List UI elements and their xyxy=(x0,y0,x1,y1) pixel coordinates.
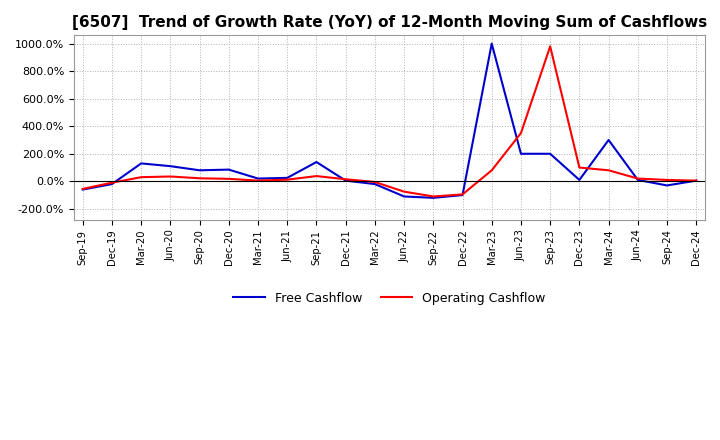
Operating Cashflow xyxy=(341,176,350,182)
Operating Cashflow xyxy=(253,178,262,183)
Operating Cashflow xyxy=(312,173,321,179)
Free Cashflow xyxy=(78,187,87,192)
Operating Cashflow xyxy=(517,131,526,136)
Free Cashflow xyxy=(400,194,408,199)
Free Cashflow xyxy=(166,164,175,169)
Operating Cashflow xyxy=(195,176,204,181)
Operating Cashflow xyxy=(429,194,438,199)
Legend: Free Cashflow, Operating Cashflow: Free Cashflow, Operating Cashflow xyxy=(228,286,551,310)
Free Cashflow xyxy=(546,151,554,156)
Operating Cashflow xyxy=(546,44,554,49)
Operating Cashflow xyxy=(166,174,175,179)
Free Cashflow xyxy=(458,192,467,198)
Operating Cashflow xyxy=(283,177,292,182)
Operating Cashflow xyxy=(107,180,116,185)
Free Cashflow xyxy=(662,183,671,188)
Operating Cashflow xyxy=(487,168,496,173)
Free Cashflow xyxy=(634,177,642,183)
Operating Cashflow xyxy=(692,178,701,183)
Operating Cashflow xyxy=(662,177,671,183)
Free Cashflow xyxy=(137,161,145,166)
Operating Cashflow xyxy=(400,189,408,194)
Free Cashflow xyxy=(517,151,526,156)
Line: Operating Cashflow: Operating Cashflow xyxy=(83,46,696,197)
Line: Free Cashflow: Free Cashflow xyxy=(83,44,696,198)
Operating Cashflow xyxy=(458,192,467,197)
Free Cashflow xyxy=(253,176,262,181)
Free Cashflow xyxy=(604,137,613,143)
Free Cashflow xyxy=(283,175,292,180)
Operating Cashflow xyxy=(604,168,613,173)
Free Cashflow xyxy=(195,168,204,173)
Operating Cashflow xyxy=(634,176,642,181)
Operating Cashflow xyxy=(371,180,379,185)
Free Cashflow xyxy=(575,177,584,183)
Free Cashflow xyxy=(692,178,701,183)
Operating Cashflow xyxy=(78,186,87,191)
Operating Cashflow xyxy=(137,175,145,180)
Free Cashflow xyxy=(107,181,116,187)
Free Cashflow xyxy=(225,167,233,172)
Free Cashflow xyxy=(341,178,350,183)
Operating Cashflow xyxy=(575,165,584,170)
Free Cashflow xyxy=(312,159,321,165)
Title: [6507]  Trend of Growth Rate (YoY) of 12-Month Moving Sum of Cashflows: [6507] Trend of Growth Rate (YoY) of 12-… xyxy=(72,15,707,30)
Free Cashflow xyxy=(371,181,379,187)
Free Cashflow xyxy=(487,41,496,46)
Free Cashflow xyxy=(429,195,438,201)
Operating Cashflow xyxy=(225,176,233,181)
